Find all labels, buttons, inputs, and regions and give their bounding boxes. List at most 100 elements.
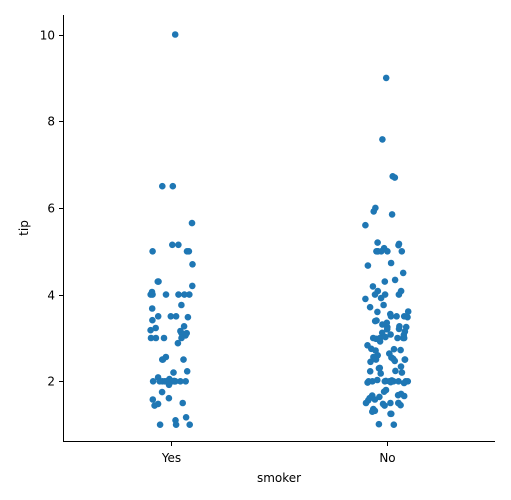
data-point xyxy=(394,334,401,342)
data-point xyxy=(391,276,399,284)
data-point xyxy=(369,408,376,416)
data-point xyxy=(379,321,386,328)
x-tick-label: Yes xyxy=(161,451,181,465)
data-point xyxy=(177,378,184,385)
data-point xyxy=(181,291,188,298)
data-point xyxy=(189,261,196,268)
data-point xyxy=(374,248,381,255)
data-point xyxy=(374,308,381,316)
data-point xyxy=(175,291,182,298)
data-point xyxy=(169,241,176,249)
data-point xyxy=(147,334,155,342)
data-point xyxy=(162,291,170,298)
data-point xyxy=(158,388,166,396)
data-point xyxy=(382,74,390,82)
data-point xyxy=(160,334,168,342)
data-point xyxy=(174,339,182,347)
y-tick-label: 6 xyxy=(47,202,55,216)
data-point xyxy=(182,378,189,385)
data-point xyxy=(400,379,408,387)
data-point xyxy=(149,248,156,255)
data-point xyxy=(169,182,177,190)
data-point xyxy=(376,338,384,345)
data-point xyxy=(375,420,383,428)
y-tick-label: 2 xyxy=(47,375,55,389)
data-point xyxy=(377,294,385,302)
data-point xyxy=(159,356,167,363)
data-point xyxy=(159,182,166,190)
y-tick-label: 4 xyxy=(47,289,55,303)
data-point xyxy=(165,394,173,402)
data-point xyxy=(369,283,377,290)
data-point xyxy=(185,248,193,255)
data-point xyxy=(390,421,398,429)
data-point xyxy=(149,316,156,324)
data-point xyxy=(183,368,191,375)
data-point xyxy=(395,291,403,298)
data-point xyxy=(188,219,196,227)
data-point xyxy=(395,241,402,249)
data-point xyxy=(156,378,163,385)
data-point xyxy=(175,241,182,249)
data-point xyxy=(393,313,400,320)
data-point xyxy=(387,378,395,386)
data-point xyxy=(387,313,395,320)
data-point xyxy=(362,295,369,303)
data-point xyxy=(189,282,196,290)
data-point xyxy=(400,392,408,400)
data-point xyxy=(372,356,380,363)
data-point xyxy=(148,305,156,312)
data-point xyxy=(397,363,405,370)
data-point xyxy=(156,421,164,429)
data-point xyxy=(380,388,388,396)
data-point xyxy=(172,421,180,429)
data-point xyxy=(390,345,398,353)
data-point xyxy=(154,278,162,285)
data-point xyxy=(387,410,394,418)
data-point xyxy=(182,414,190,421)
x-axis-ticks: Yes No xyxy=(161,442,396,465)
data-point xyxy=(371,396,379,403)
data-point xyxy=(370,208,378,215)
data-point xyxy=(371,291,379,298)
data-point xyxy=(398,369,406,376)
data-point xyxy=(395,325,403,333)
data-point xyxy=(399,334,407,342)
data-point xyxy=(366,303,374,311)
data-point xyxy=(186,291,193,298)
y-tick-label: 8 xyxy=(47,115,55,129)
data-point xyxy=(178,301,185,309)
data-point xyxy=(383,326,391,333)
data-point xyxy=(395,378,402,385)
data-point xyxy=(388,211,396,218)
data-point xyxy=(381,378,389,385)
data-point xyxy=(381,278,389,285)
data-point xyxy=(149,291,156,298)
data-point xyxy=(397,346,404,354)
data-point xyxy=(152,324,159,332)
data-point xyxy=(387,259,395,267)
data-point xyxy=(172,313,180,320)
data-point xyxy=(392,367,399,375)
data-point xyxy=(367,358,374,366)
data-point xyxy=(180,323,188,330)
data-point xyxy=(391,174,399,181)
data-point xyxy=(366,368,374,375)
data-point xyxy=(151,402,158,409)
x-axis-label: smoker xyxy=(257,471,301,485)
data-point xyxy=(394,391,402,399)
data-point xyxy=(397,401,404,409)
data-point xyxy=(170,369,177,376)
data-point xyxy=(154,313,162,320)
data-point xyxy=(180,356,187,363)
data-point xyxy=(380,301,387,309)
x-tick-label: No xyxy=(379,451,395,465)
data-point xyxy=(179,399,186,407)
data-point xyxy=(399,269,407,277)
data-point xyxy=(364,262,372,269)
data-point xyxy=(178,334,185,342)
y-axis-ticks: 2 4 6 8 10 xyxy=(40,29,63,389)
data-point xyxy=(149,378,157,385)
